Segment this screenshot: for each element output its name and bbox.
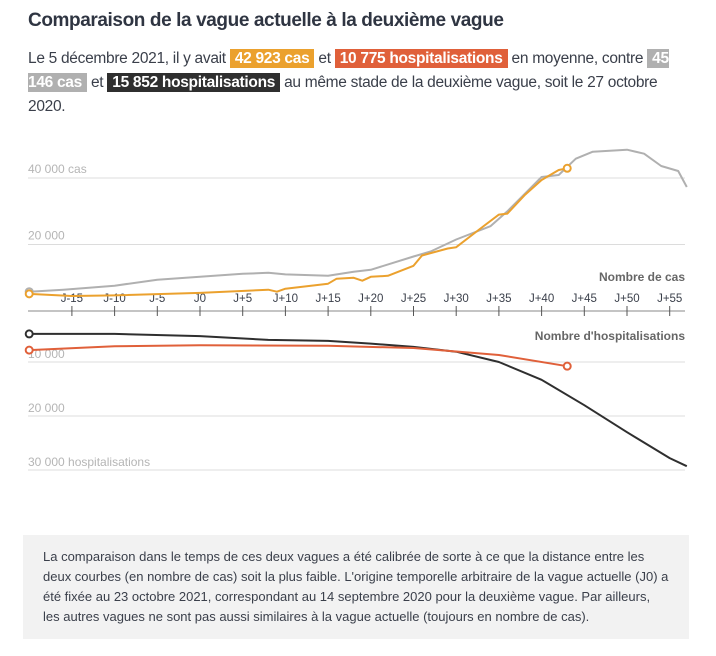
- current-wave-cases-start-marker: [24, 289, 34, 299]
- x-tick-label: J+50: [614, 293, 639, 305]
- x-tick-label: J+15: [315, 293, 340, 305]
- current-wave-hosp-end-marker: [562, 361, 572, 371]
- current-wave-cases-end-marker: [562, 163, 572, 173]
- x-tick-label: J+40: [529, 293, 554, 305]
- x-tick-label: J+55: [657, 293, 682, 305]
- intro-part: au même stade de la deuxième vague, soit…: [28, 74, 658, 115]
- current-wave-hosp-line: [29, 344, 568, 368]
- x-tick-label: J-5: [149, 293, 165, 305]
- methodology-note: La comparaison dans le temps de ces deux…: [23, 535, 689, 639]
- x-tick-label: J0: [194, 293, 206, 305]
- x-tick-label: J+20: [358, 293, 383, 305]
- x-tick-label: J+30: [444, 293, 469, 305]
- x-tick-label: J+45: [572, 293, 597, 305]
- current-cases-badge: 42 923 cas: [229, 49, 315, 68]
- x-tick-label: J+25: [401, 293, 426, 305]
- intro-part: et: [314, 50, 335, 67]
- current-wave-cases-line: [29, 167, 568, 297]
- second-wave-hosp-start-marker: [24, 329, 34, 339]
- cases-panel-label: Nombre de cas: [599, 270, 685, 284]
- intro-part: Le 5 décembre 2021, il y avait: [28, 50, 230, 67]
- x-tick-label: J+10: [273, 293, 298, 305]
- intro-text: Le 5 décembre 2021, il y avait 42 923 ca…: [28, 47, 688, 119]
- current-wave-hosp-start-marker: [24, 345, 34, 355]
- x-tick-label: J+5: [233, 293, 252, 305]
- hosp-panel-label: Nombre d'hospitalisations: [535, 329, 686, 343]
- y-tick-label: 30 000 hospitalisations: [28, 455, 150, 469]
- second-wave-cases-line: [29, 148, 688, 293]
- second-wave-hosp-line: [29, 332, 688, 468]
- page-title: Comparaison de la vague actuelle à la de…: [28, 10, 504, 31]
- current-hosp-badge: 10 775 hospitalisations: [334, 49, 508, 68]
- intro-part: en moyenne, contre: [507, 50, 648, 67]
- x-tick-label: J+35: [486, 293, 511, 305]
- intro-part: et: [86, 74, 108, 91]
- y-tick-label: 20 000: [28, 401, 65, 415]
- y-tick-label: 20 000: [28, 229, 65, 243]
- second-hosp-badge: 15 852 hospitalisations: [107, 73, 281, 92]
- y-tick-label: 40 000 cas: [28, 162, 87, 176]
